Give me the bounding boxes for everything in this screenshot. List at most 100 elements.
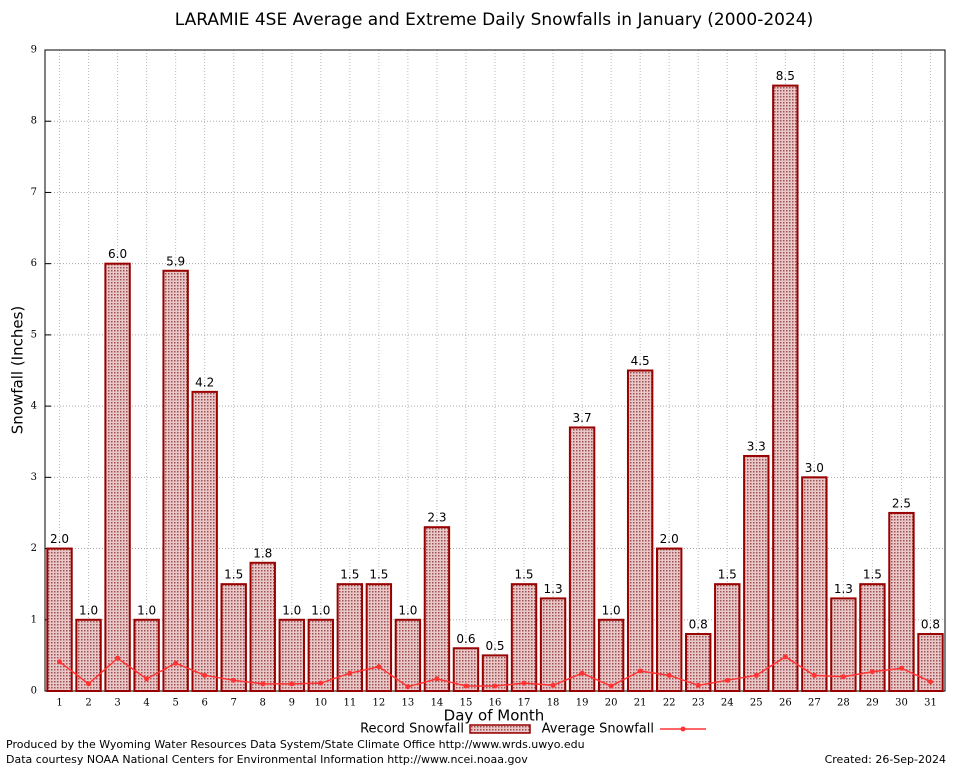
- x-tick-label: 28: [837, 698, 850, 709]
- bar: [801, 476, 828, 693]
- average-marker: [115, 655, 121, 661]
- value-label: 1.8: [253, 546, 272, 560]
- value-label: 1.5: [340, 568, 359, 582]
- average-marker: [57, 659, 63, 665]
- y-tick-label: 9: [31, 45, 37, 56]
- bar: [365, 583, 393, 693]
- value-label: 1.0: [311, 603, 330, 617]
- value-label: 6.0: [108, 247, 127, 261]
- average-marker: [521, 680, 527, 686]
- value-label: 4.2: [195, 375, 214, 389]
- y-tick-label: 1: [31, 614, 37, 625]
- value-label: 1.5: [718, 568, 737, 582]
- legend-label: Average Snowfall: [542, 722, 654, 737]
- average-marker: [463, 683, 469, 689]
- bar: [307, 618, 335, 692]
- average-marker: [376, 664, 382, 670]
- value-label: 1.5: [224, 568, 243, 582]
- value-label: 0.6: [456, 632, 475, 646]
- average-marker: [550, 682, 556, 688]
- bar: [626, 369, 654, 692]
- x-tick-label: 14: [431, 698, 444, 709]
- average-marker: [724, 677, 730, 683]
- value-label: 1.0: [602, 603, 621, 617]
- average-marker: [434, 676, 440, 682]
- footer-note: Produced by the Wyoming Water Resources …: [6, 738, 585, 751]
- x-tick-label: 18: [547, 698, 560, 709]
- bar: [75, 618, 102, 692]
- x-tick-label: 9: [289, 698, 295, 709]
- average-marker: [318, 680, 324, 686]
- average-marker: [753, 672, 759, 678]
- value-label: 1.0: [79, 603, 98, 617]
- footer-note: Data courtesy NOAA National Centers for …: [6, 753, 528, 766]
- average-marker: [666, 672, 672, 678]
- value-label: 1.0: [137, 603, 156, 617]
- value-label: 2.5: [892, 496, 911, 510]
- x-tick-label: 15: [460, 698, 473, 709]
- y-tick-label: 7: [31, 187, 37, 198]
- value-label: 4.5: [631, 354, 650, 368]
- x-tick-label: 12: [373, 698, 386, 709]
- bar: [249, 561, 276, 692]
- bar: [888, 511, 915, 693]
- bar: [597, 618, 625, 692]
- x-tick-label: 7: [231, 698, 237, 709]
- average-marker: [289, 681, 295, 687]
- average-marker: [173, 660, 179, 666]
- x-tick-label: 31: [924, 698, 937, 709]
- bar: [162, 269, 189, 692]
- x-tick-label: 22: [663, 698, 676, 709]
- bar: [772, 84, 799, 693]
- average-marker: [869, 669, 875, 675]
- x-axis-label: Day of Month: [444, 707, 545, 725]
- value-label: 3.3: [747, 439, 766, 453]
- average-marker: [579, 670, 585, 676]
- x-tick-label: 1: [56, 698, 62, 709]
- average-marker: [492, 683, 498, 689]
- value-label: 3.7: [573, 411, 592, 425]
- bar: [394, 618, 422, 692]
- x-tick-label: 19: [576, 698, 589, 709]
- average-marker: [202, 672, 208, 678]
- x-tick-label: 8: [260, 698, 266, 709]
- x-tick-label: 16: [489, 698, 502, 709]
- x-tick-label: 26: [779, 698, 792, 709]
- value-label: 3.0: [805, 461, 824, 475]
- value-label: 1.0: [282, 603, 301, 617]
- value-label: 5.9: [166, 254, 185, 268]
- x-tick-label: 2: [85, 698, 91, 709]
- bar: [46, 547, 73, 692]
- average-marker: [347, 670, 353, 676]
- bar: [859, 583, 886, 693]
- x-tick-label: 10: [314, 698, 327, 709]
- y-tick-label: 6: [31, 258, 37, 269]
- value-label: 1.5: [863, 568, 882, 582]
- x-tick-label: 6: [201, 698, 207, 709]
- average-marker: [840, 674, 846, 680]
- value-label: 0.8: [689, 618, 708, 632]
- x-tick-label: 4: [143, 698, 149, 709]
- footer-note: Created: 26-Sep-2024: [825, 753, 946, 766]
- value-label: 0.8: [921, 618, 940, 632]
- value-label: 2.0: [660, 532, 679, 546]
- average-marker: [811, 672, 817, 678]
- y-tick-label: 8: [31, 116, 37, 127]
- value-label: 1.5: [514, 568, 533, 582]
- bar: [220, 583, 247, 693]
- legend-label: Record Snowfall: [360, 722, 464, 737]
- y-tick-label: 2: [31, 543, 37, 554]
- average-marker: [927, 679, 933, 685]
- bar: [743, 454, 770, 693]
- bar: [423, 526, 451, 693]
- x-tick-label: 24: [721, 698, 734, 709]
- average-marker: [405, 684, 411, 690]
- bar: [685, 633, 712, 692]
- x-tick-label: 13: [402, 698, 415, 709]
- x-tick-label: 11: [343, 698, 356, 709]
- average-marker: [782, 654, 788, 660]
- y-tick-label: 0: [31, 686, 37, 697]
- y-tick-label: 5: [31, 329, 37, 340]
- value-label: 1.5: [369, 568, 388, 582]
